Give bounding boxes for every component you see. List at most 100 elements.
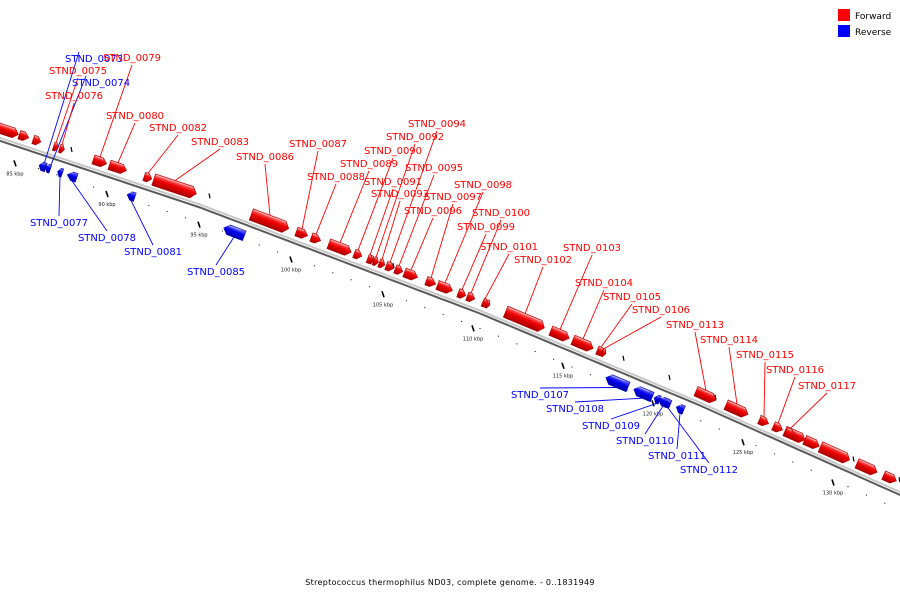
gene-stnd-0082[interactable] <box>142 171 153 183</box>
gene-stnd-0103[interactable] <box>548 325 571 343</box>
gene-label[interactable]: STND_0113 <box>666 320 724 331</box>
gene-label[interactable]: STND_0096 <box>404 206 462 217</box>
gene-arrow[interactable] <box>854 458 879 477</box>
gene-label[interactable]: STND_0108 <box>546 404 604 415</box>
gene-label[interactable]: STND_0093 <box>371 189 429 200</box>
gene-stnd-0078[interactable] <box>66 170 79 183</box>
gene-label[interactable]: STND_0102 <box>514 255 572 266</box>
gene-label[interactable]: STND_0079 <box>103 53 161 64</box>
gene-label[interactable]: STND_0109 <box>582 421 640 432</box>
gene-arrow[interactable] <box>31 134 42 146</box>
gene-stnd-0093[interactable] <box>377 258 387 269</box>
gene-label[interactable]: STND_0103 <box>563 243 621 254</box>
gene-stnd-0088[interactable] <box>309 232 323 245</box>
gene-label[interactable]: STND_0088 <box>307 172 365 183</box>
gene-arrow[interactable] <box>817 441 852 465</box>
gene-stnd-0095[interactable] <box>393 264 405 276</box>
gene-label[interactable]: STND_0091 <box>364 177 422 188</box>
gene-stnd-0113[interactable] <box>693 386 718 405</box>
gene-label[interactable]: STND_0095 <box>405 163 463 174</box>
gene-label[interactable]: STND_0099 <box>457 222 515 233</box>
gene-stnd-0080[interactable] <box>107 159 128 175</box>
upper-tick <box>622 355 625 361</box>
gene-label[interactable]: STND_0097 <box>424 192 482 203</box>
gene-label[interactable]: STND_0087 <box>289 139 347 150</box>
gene-leader-line <box>539 387 618 389</box>
gene-stnd-0100[interactable] <box>465 291 477 303</box>
gene-stnd-0073[interactable] <box>38 161 47 172</box>
major-tick <box>561 362 565 369</box>
gene-stnd-0090[interactable] <box>352 248 364 260</box>
tick-label: 115 kbp <box>553 374 573 380</box>
gene-stnd-0104[interactable] <box>570 334 595 353</box>
gene-label[interactable]: STND_0086 <box>236 152 294 163</box>
gene-label[interactable]: STND_0114 <box>700 335 758 346</box>
gene-label[interactable]: STND_0073 <box>65 54 123 65</box>
gene-stnd-0107[interactable] <box>604 373 631 393</box>
gene-stnd-0074[interactable] <box>44 163 53 174</box>
gene-stnd-0112[interactable] <box>664 399 673 409</box>
gene-label[interactable]: STND_0092 <box>386 132 444 143</box>
gene-stnd-0116[interactable] <box>771 421 785 434</box>
gene-stnd-0089[interactable] <box>326 238 353 257</box>
gene-stnd-0114[interactable] <box>723 399 750 419</box>
gene-stnd-0117[interactable] <box>783 426 797 439</box>
tick-label: 110 kbp <box>463 336 483 342</box>
gene-label[interactable]: STND_0107 <box>511 390 569 401</box>
gene-stnd-0096[interactable] <box>402 267 419 282</box>
gene-label[interactable]: STND_0117 <box>798 381 856 392</box>
minor-tick <box>350 279 352 281</box>
gene-label[interactable]: STND_0111 <box>648 451 706 462</box>
gene-label[interactable]: STND_0101 <box>480 242 538 253</box>
gene-leader-line <box>58 176 61 217</box>
gene-arrow[interactable] <box>0 122 20 140</box>
gene-stnd-0098[interactable] <box>435 280 454 295</box>
gene-stnd-0085[interactable] <box>222 223 247 241</box>
gene-stnd-0092[interactable] <box>371 256 380 267</box>
gene-label[interactable]: STND_0115 <box>736 350 794 361</box>
gene-label[interactable]: STND_0116 <box>766 365 824 376</box>
gene-label[interactable]: STND_0100 <box>472 208 530 219</box>
gene-stnd-0094[interactable] <box>384 260 396 272</box>
gene-arrow[interactable] <box>802 435 822 450</box>
gene-label[interactable]: STND_0106 <box>632 305 690 316</box>
gene-arrow[interactable] <box>881 470 899 485</box>
gene-label[interactable]: STND_0082 <box>149 123 207 134</box>
gene-stnd-0077[interactable] <box>56 167 65 178</box>
gene-label[interactable]: STND_0105 <box>603 292 661 303</box>
gene-label[interactable]: STND_0104 <box>575 278 633 289</box>
gene-label[interactable]: STND_0076 <box>45 91 103 102</box>
gene-stnd-0091[interactable] <box>365 254 374 264</box>
gene-label[interactable]: STND_0083 <box>191 137 249 148</box>
gene-stnd-0102[interactable] <box>502 305 546 333</box>
gene-stnd-0086[interactable] <box>248 208 291 234</box>
gene-label[interactable]: STND_0098 <box>454 180 512 191</box>
gene-label[interactable]: STND_0081 <box>124 247 182 258</box>
gene-label[interactable]: STND_0090 <box>364 146 422 157</box>
gene-label[interactable]: STND_0094 <box>408 119 466 130</box>
gene-stnd-0087[interactable] <box>294 226 309 240</box>
gene-stnd-0115[interactable] <box>757 415 771 427</box>
gene-label[interactable]: STND_0110 <box>616 436 674 447</box>
gene-stnd-0079[interactable] <box>91 154 108 168</box>
gene-stnd-0097[interactable] <box>424 276 438 288</box>
gene-label[interactable]: STND_0112 <box>680 465 738 476</box>
gene-label[interactable]: STND_0077 <box>30 218 88 229</box>
gene-arrow[interactable] <box>17 130 30 142</box>
gene-label[interactable]: STND_0085 <box>187 267 245 278</box>
gene-label[interactable]: STND_0078 <box>78 233 136 244</box>
gene-stnd-0075[interactable] <box>51 141 59 152</box>
gene-stnd-0076[interactable] <box>57 143 65 154</box>
gene-stnd-0111[interactable] <box>675 403 686 415</box>
gene-stnd-0081[interactable] <box>126 191 137 202</box>
gene-stnd-0109[interactable] <box>653 394 662 405</box>
gene-label[interactable]: STND_0075 <box>49 66 107 77</box>
gene-stnd-0106[interactable] <box>600 347 608 358</box>
gene-stnd-0108[interactable] <box>632 385 655 403</box>
gene-label[interactable]: STND_0080 <box>106 111 164 122</box>
gene-label[interactable]: STND_0089 <box>340 159 398 170</box>
gene-stnd-0083[interactable] <box>151 173 198 200</box>
gene-stnd-0101[interactable] <box>480 297 489 308</box>
gene-label[interactable]: STND_0074 <box>72 78 130 89</box>
gene-stnd-0099[interactable] <box>456 288 468 300</box>
